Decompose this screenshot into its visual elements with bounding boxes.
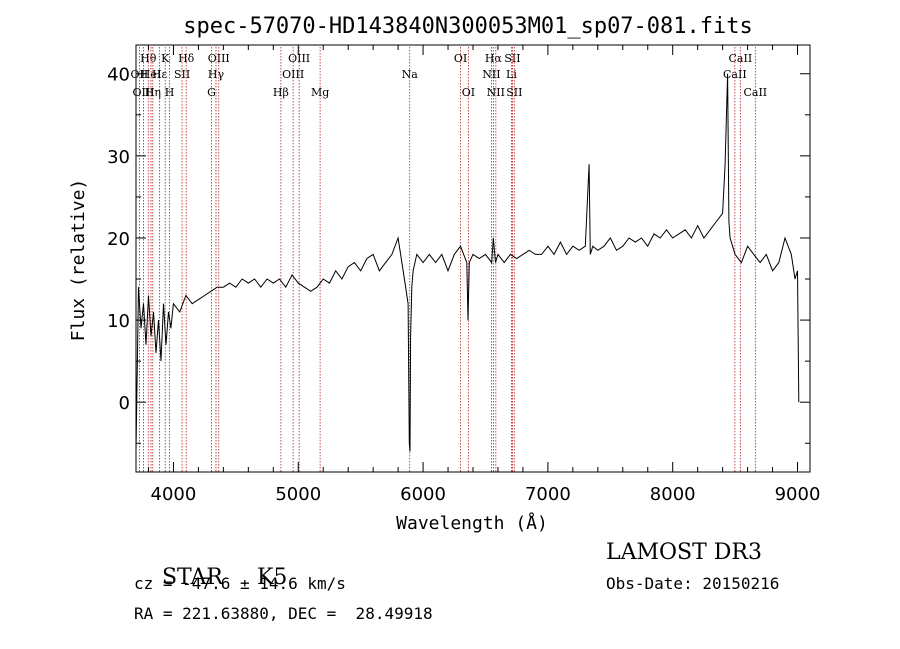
x-axis-ticks: 4000 5000 6000 7000 8000 9000 — [147, 45, 821, 505]
y-tick-label-0: 0 — [119, 393, 130, 414]
marker-label-10: OIII — [208, 52, 230, 65]
y-tick-label-40: 40 — [107, 65, 130, 86]
marker-label-22: NII — [487, 86, 505, 99]
x-tick-label-7000: 7000 — [525, 484, 571, 505]
marker-label-25: SII — [506, 86, 522, 99]
marker-label-3: HeI — [141, 68, 161, 81]
redshift-text: cz = -47.6 ± 14.6 km/s — [134, 574, 346, 593]
coordinates-text: RA = 221.63880, DEC = 28.49918 — [134, 604, 433, 623]
marker-label-2: Hε — [152, 68, 168, 81]
y-tick-label-30: 30 — [107, 147, 130, 168]
marker-label-12: G — [207, 86, 216, 99]
x-tick-label-9000: 9000 — [775, 484, 821, 505]
y-tick-label-10: 10 — [107, 311, 130, 332]
marker-label-7: H — [165, 86, 175, 99]
x-tick-label-8000: 8000 — [650, 484, 696, 505]
marker-label-27: CaII — [723, 68, 747, 81]
marker-label-23: SII — [504, 52, 520, 65]
chart-title: spec-57070-HD143840N300053M01_sp07-081.f… — [183, 14, 753, 39]
spectrum-line — [135, 73, 800, 452]
marker-label-8: SII — [174, 68, 190, 81]
marker-label-9: Hδ — [178, 52, 195, 65]
plot-frame — [135, 44, 811, 473]
marker-label-21: NII — [482, 68, 500, 81]
marker-label-26: CaII — [729, 52, 753, 65]
survey-name: LAMOST DR3 — [606, 540, 762, 565]
marker-label-17: Na — [402, 68, 419, 81]
marker-label-16: Mg — [311, 86, 329, 99]
marker-label-4: OIII — [132, 86, 154, 99]
x-tick-label-4000: 4000 — [151, 484, 197, 505]
marker-label-11: Hγ — [208, 68, 225, 81]
subclass-value: K5 — [256, 565, 288, 590]
y-axis-label: Flux (relative) — [68, 179, 89, 342]
object-class-value: STAR — [161, 565, 223, 590]
marker-label-14: OIII — [288, 52, 310, 65]
y-tick-label-20: 20 — [107, 229, 130, 250]
y-axis-ticks: 0 10 20 30 40 — [107, 65, 810, 444]
marker-label-24: Li — [506, 68, 517, 81]
marker-label-0: Hθ — [140, 52, 157, 65]
marker-label-19: OI — [462, 86, 475, 99]
object-class: STAR K5 — [134, 540, 287, 615]
marker-label-18: OI — [454, 52, 467, 65]
x-tick-label-5000: 5000 — [275, 484, 321, 505]
x-tick-label-6000: 6000 — [400, 484, 446, 505]
marker-label-20: Hα — [485, 52, 503, 65]
marker-label-5: Hη — [145, 86, 161, 99]
marker-label-15: OIII — [282, 68, 304, 81]
marker-label-28: CaII — [743, 86, 767, 99]
marker-label-6: K — [161, 52, 170, 65]
x-axis-label: Wavelength (Å) — [396, 512, 548, 534]
obs-date-text: Obs-Date: 20150216 — [606, 574, 780, 593]
marker-label-13: Hβ — [273, 86, 289, 99]
